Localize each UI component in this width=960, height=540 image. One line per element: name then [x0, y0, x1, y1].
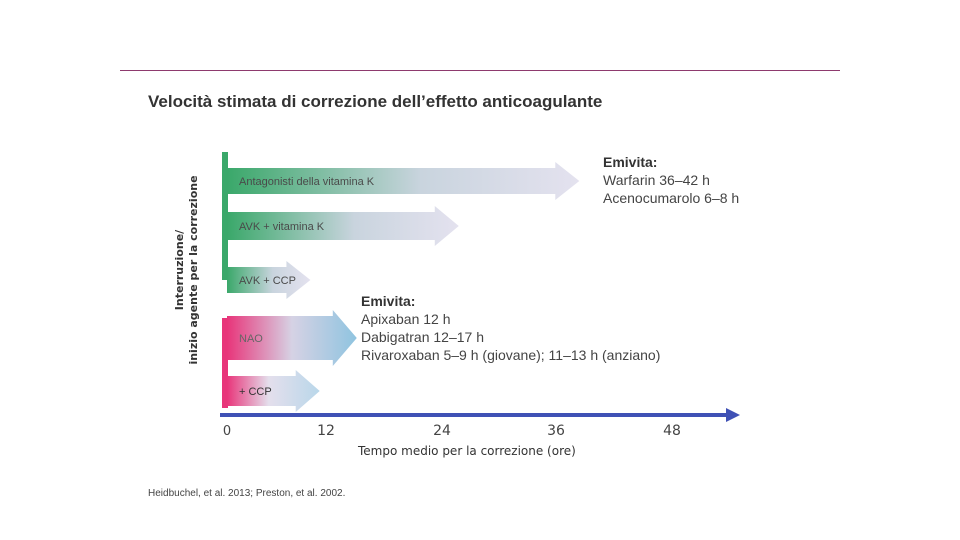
- bar-arrow-2: [227, 206, 459, 246]
- slide-title: Velocità stimata di correzione dell’effe…: [148, 92, 603, 111]
- bar-arrow-1: [227, 162, 580, 200]
- bar-arrow-5: [227, 370, 320, 412]
- bar-arrow-3: [227, 261, 311, 299]
- annotation-line: Rivaroxaban 5–9 h (giovane); 11–13 h (an…: [361, 347, 661, 363]
- annotation-nao-half-life: Emivita: Apixaban 12 h Dabigatran 12–17 …: [361, 292, 660, 364]
- annotation-avk-half-life: Emivita: Warfarin 36–42 h Acenocumarolo …: [603, 153, 739, 207]
- x-tick-label: 12: [317, 423, 335, 439]
- annotation-line: Apixaban 12 h: [361, 311, 451, 327]
- header-rule: [120, 70, 840, 71]
- source-citation: Heidbuchel, et al. 2013; Preston, et al.…: [148, 488, 346, 499]
- x-tick-label: 0: [223, 424, 231, 439]
- x-tick-label: 48: [663, 423, 681, 439]
- avk-group-marker: [222, 152, 228, 280]
- annotation-heading: Emivita:: [361, 293, 416, 309]
- bar-label-1: Antagonisti della vitamina K: [239, 176, 375, 188]
- x-tick-label: 36: [547, 423, 565, 439]
- bar-label-2: AVK + vitamina K: [239, 221, 325, 233]
- annotation-heading: Emivita:: [603, 154, 658, 170]
- bar-label-5: + CCP: [239, 386, 272, 398]
- annotation-line: Dabigatran 12–17 h: [361, 329, 484, 345]
- x-axis-title: Tempo medio per la correzione (ore): [358, 444, 576, 458]
- bar-label-3: AVK + CCP: [239, 275, 296, 287]
- x-axis-arrowhead: [726, 408, 740, 422]
- x-tick-label: 24: [433, 423, 451, 439]
- nao-group-marker: [222, 318, 228, 408]
- bar-arrow-4: [227, 310, 357, 366]
- annotation-line: Acenocumarolo 6–8 h: [603, 190, 740, 206]
- bar-label-4: NAO: [239, 333, 263, 345]
- annotation-line: Warfarin 36–42 h: [603, 172, 710, 188]
